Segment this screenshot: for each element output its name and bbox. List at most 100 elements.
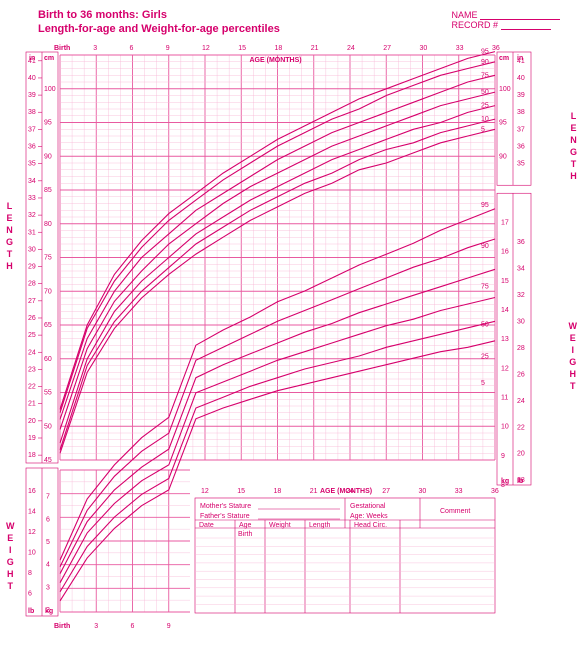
svg-text:40: 40 [28,75,36,82]
svg-text:25: 25 [481,354,489,361]
svg-text:19: 19 [28,435,36,442]
svg-text:29: 29 [28,264,36,271]
svg-text:cm: cm [44,55,54,62]
svg-text:6: 6 [130,45,134,52]
svg-text:lb: lb [28,608,34,615]
svg-text:26: 26 [517,371,525,378]
svg-text:41: 41 [517,58,525,65]
svg-text:18: 18 [28,452,36,459]
svg-text:5: 5 [481,380,485,387]
svg-text:90: 90 [44,153,52,160]
svg-text:Birth: Birth [54,45,70,52]
svg-text:10: 10 [28,550,36,557]
svg-text:36: 36 [492,45,500,52]
svg-text:50: 50 [481,322,489,329]
svg-text:Gestational: Gestational [350,503,386,510]
svg-text:20: 20 [28,418,36,425]
svg-text:12: 12 [201,488,209,495]
svg-text:Age: Weeks: Age: Weeks [350,513,388,520]
svg-text:Birth: Birth [238,531,253,538]
svg-text:5: 5 [46,539,50,546]
svg-text:16: 16 [501,249,509,256]
svg-text:90: 90 [499,153,507,160]
svg-text:50: 50 [44,423,52,430]
svg-text:21: 21 [311,45,319,52]
svg-text:39: 39 [28,92,36,99]
svg-text:3: 3 [94,623,98,630]
svg-text:37: 37 [28,126,36,133]
svg-text:60: 60 [44,356,52,363]
svg-text:Head Circ.: Head Circ. [354,522,387,529]
svg-text:21: 21 [310,488,318,495]
svg-text:7: 7 [46,494,50,501]
svg-text:95: 95 [499,120,507,127]
svg-text:95: 95 [481,49,489,56]
svg-text:32: 32 [28,212,36,219]
svg-text:22: 22 [28,384,36,391]
svg-text:15: 15 [238,45,246,52]
svg-text:20: 20 [517,451,525,458]
svg-text:33: 33 [455,488,463,495]
svg-text:45: 45 [44,457,52,464]
svg-text:22: 22 [517,424,525,431]
svg-text:Mother's Stature: Mother's Stature [200,503,251,510]
svg-text:28: 28 [517,345,525,352]
svg-text:23: 23 [28,366,36,373]
svg-text:10: 10 [501,424,509,431]
svg-text:25: 25 [481,103,489,110]
svg-text:50: 50 [481,89,489,96]
svg-text:75: 75 [44,255,52,262]
svg-text:12: 12 [202,45,210,52]
svg-text:6: 6 [28,591,32,598]
growth-chart-svg: Birth369121518212427303336AGE (MONTHS)Bi… [0,0,580,650]
svg-text:65: 65 [44,322,52,329]
svg-text:40: 40 [517,75,525,82]
svg-text:Father's Stature: Father's Stature [200,513,250,520]
svg-text:Birth: Birth [54,623,70,630]
svg-text:26: 26 [28,315,36,322]
svg-text:33: 33 [28,195,36,202]
svg-text:Weight: Weight [269,522,291,529]
svg-text:41: 41 [28,58,36,65]
svg-text:95: 95 [481,202,489,209]
svg-text:10: 10 [481,116,489,123]
svg-text:75: 75 [481,72,489,79]
svg-text:24: 24 [347,45,355,52]
svg-text:80: 80 [44,221,52,228]
svg-text:36: 36 [517,239,525,246]
svg-text:9: 9 [501,453,505,460]
svg-text:15: 15 [237,488,245,495]
svg-text:14: 14 [501,307,509,314]
svg-text:kg: kg [45,608,53,615]
svg-text:38: 38 [517,109,525,116]
svg-text:6: 6 [131,623,135,630]
svg-text:9: 9 [166,45,170,52]
svg-text:35: 35 [517,161,525,168]
svg-text:34: 34 [517,265,525,272]
svg-text:75: 75 [481,284,489,291]
svg-text:kg: kg [501,478,509,485]
svg-text:27: 27 [383,45,391,52]
svg-text:36: 36 [491,488,499,495]
svg-text:24: 24 [517,398,525,405]
svg-text:36: 36 [28,144,36,151]
svg-text:AGE (MONTHS): AGE (MONTHS) [320,488,372,495]
svg-text:5: 5 [481,126,485,133]
svg-text:31: 31 [28,229,36,236]
svg-text:70: 70 [44,288,52,295]
svg-text:15: 15 [501,278,509,285]
svg-text:95: 95 [44,120,52,127]
svg-text:14: 14 [28,508,36,515]
svg-text:36: 36 [517,144,525,151]
svg-text:lb: lb [517,478,523,485]
svg-text:55: 55 [44,390,52,397]
svg-text:Length: Length [309,522,331,529]
svg-text:90: 90 [481,59,489,66]
svg-text:90: 90 [481,243,489,250]
svg-text:9: 9 [167,623,171,630]
svg-text:24: 24 [28,349,36,356]
svg-text:34: 34 [28,178,36,185]
svg-text:18: 18 [274,488,282,495]
svg-text:27: 27 [382,488,390,495]
svg-text:16: 16 [28,488,36,495]
